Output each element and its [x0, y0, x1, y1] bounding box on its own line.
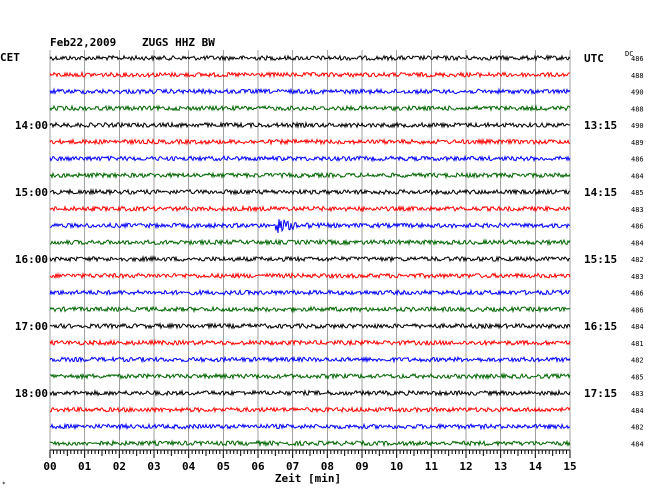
x-tick-label: 05	[217, 460, 230, 473]
trace-row-12	[49, 255, 571, 264]
trace-row-0	[49, 54, 571, 62]
trace-row-14	[49, 288, 571, 297]
dc-offset-label: 482	[631, 424, 644, 432]
dc-offset-label: 481	[631, 340, 644, 348]
trace-row-7	[49, 171, 571, 180]
trace-row-17	[49, 338, 571, 347]
right-hour-label: 15:15	[584, 253, 617, 266]
trace-row-21	[49, 405, 571, 414]
trace-row-15	[49, 305, 571, 314]
x-tick-label: 06	[251, 460, 265, 473]
trace-row-3	[49, 104, 571, 113]
dc-offset-labels: 486 488 490 488 490 489 486 484 485 483 486 484 482 4…	[631, 55, 644, 448]
trace-row-16	[49, 322, 571, 331]
left-hour-label: 14:00	[15, 119, 48, 132]
x-tick-label: 15	[563, 460, 576, 473]
right-hour-labels: UTC 13:15 14:15 15:15 16:15 17:15	[584, 52, 617, 400]
dc-offset-label: 482	[631, 357, 644, 365]
trace-row-4	[49, 120, 571, 130]
trace-row-2	[49, 87, 571, 96]
x-tick-label: 08	[321, 460, 334, 473]
right-hour-label: 13:15	[584, 119, 617, 132]
trace-row-1	[49, 70, 570, 79]
dc-offset-label: 486	[631, 156, 644, 164]
dc-offset-label: 484	[631, 239, 644, 247]
dc-offset-label: 482	[631, 256, 644, 264]
trace-row-10	[50, 219, 571, 234]
dc-offset-label: 483	[631, 273, 644, 281]
corner-mark: *	[2, 481, 6, 488]
x-tick-label: 07	[286, 460, 299, 473]
chart-station: ZUGS HHZ BW	[142, 36, 215, 49]
trace-row-6	[49, 154, 571, 163]
x-tick-label: 11	[425, 460, 439, 473]
x-tick-label: 13	[494, 460, 507, 473]
grid-lines	[49, 50, 571, 450]
right-hour-label: 17:15	[584, 387, 617, 400]
dc-offset-label: 486	[631, 290, 644, 298]
right-hour-label: 14:15	[584, 186, 617, 199]
left-timezone-label: CET	[0, 51, 20, 64]
left-hour-label: 15:00	[15, 186, 48, 199]
dc-offset-label: 485	[631, 189, 644, 197]
dc-label: DC	[625, 50, 633, 58]
dc-offset-label: 488	[631, 72, 644, 80]
x-axis-label: Zeit [min]	[275, 472, 341, 485]
x-tick-label: 14	[529, 460, 543, 473]
dc-offset-label: 486	[631, 306, 644, 314]
left-hour-label: 18:00	[15, 387, 48, 400]
dc-offset-label: 490	[631, 122, 644, 130]
x-tick-label: 00	[43, 460, 56, 473]
trace-row-11	[49, 238, 571, 247]
trace-row-23	[49, 439, 571, 448]
chart-date: Feb22,2009	[50, 36, 116, 49]
x-tick-label: 03	[147, 460, 160, 473]
dc-offset-label: 485	[631, 373, 644, 381]
dc-offset-label: 486	[631, 223, 644, 231]
x-tick-label: 09	[355, 460, 368, 473]
dc-offset-label: 490	[631, 89, 644, 97]
trace-row-20	[49, 388, 571, 397]
dc-offset-label: 486	[631, 55, 644, 63]
x-tick-label: 12	[459, 460, 472, 473]
x-tick-label: 10	[390, 460, 403, 473]
dc-offset-label: 484	[631, 440, 644, 448]
dc-offset-label: 483	[631, 206, 644, 214]
left-hour-label: 16:00	[15, 253, 48, 266]
traces-group	[49, 54, 571, 448]
trace-row-9	[49, 204, 571, 213]
x-tick-label: 01	[78, 460, 92, 473]
x-axis-ticks: 00 01 02 03 04 05 06 07 08 09 10 11 12 13 14 15	[43, 449, 577, 473]
trace-row-22	[49, 422, 571, 431]
x-tick-label: 04	[182, 460, 196, 473]
dc-offset-label: 488	[631, 105, 644, 113]
dc-offset-label: 484	[631, 407, 644, 415]
trace-row-19	[49, 372, 571, 381]
dc-offset-label: 483	[631, 390, 644, 398]
trace-row-18	[49, 355, 571, 364]
trace-row-8	[49, 188, 571, 197]
left-hour-label: 17:00	[15, 320, 48, 333]
trace-row-13	[49, 272, 571, 280]
dc-offset-label: 484	[631, 172, 644, 180]
trace-row-5	[49, 137, 571, 146]
dc-offset-label: 484	[631, 323, 644, 331]
right-hour-label: 16:15	[584, 320, 617, 333]
x-tick-label: 02	[113, 460, 126, 473]
left-hour-labels: 14:00 15:00 16:00 17:00 18:00	[15, 119, 48, 400]
dc-offset-label: 489	[631, 139, 644, 147]
right-hour-label: UTC	[584, 52, 604, 65]
